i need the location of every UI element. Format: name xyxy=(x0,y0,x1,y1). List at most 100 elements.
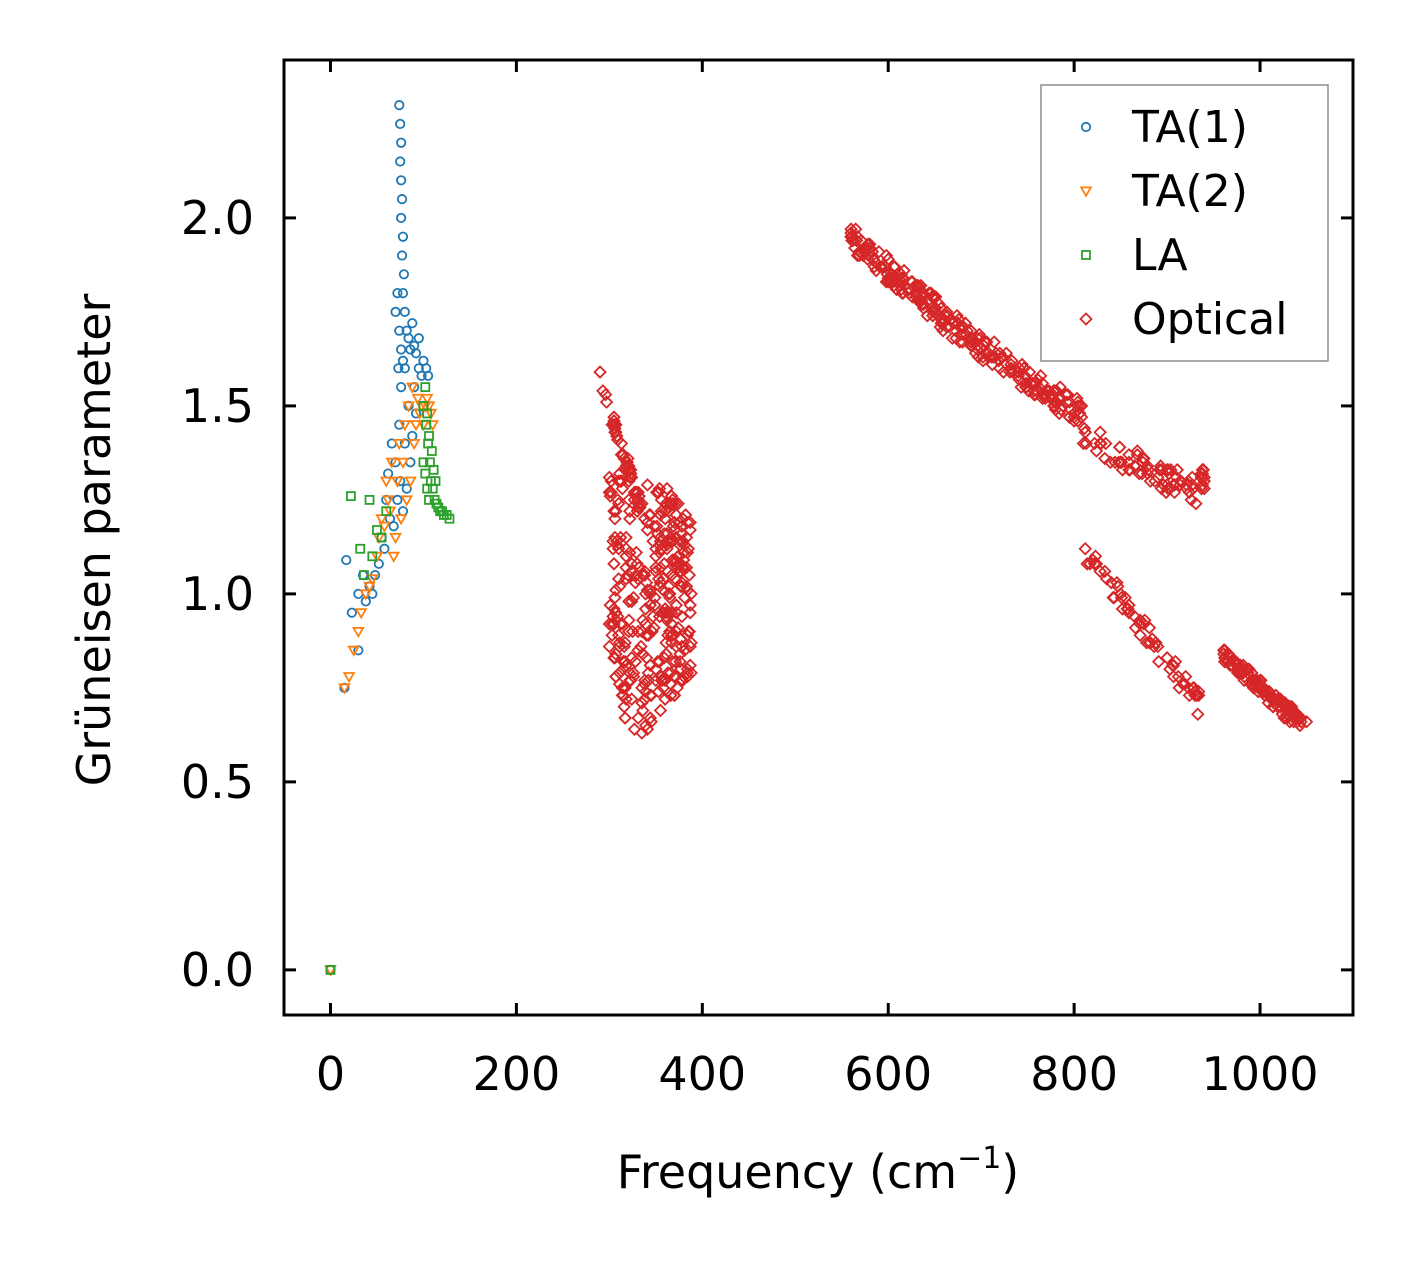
data-point xyxy=(638,617,653,631)
data-point xyxy=(641,628,656,643)
data-point xyxy=(669,605,684,620)
data-point xyxy=(653,530,668,545)
legend-entry: TA(2) xyxy=(1079,166,1248,217)
data-point xyxy=(657,651,671,665)
data-point xyxy=(1138,613,1152,627)
y-tick-label: 0.5 xyxy=(181,755,254,809)
data-point xyxy=(612,579,627,594)
data-point xyxy=(1054,402,1068,417)
data-point xyxy=(346,607,357,618)
data-point xyxy=(611,542,626,556)
data-point xyxy=(359,589,373,601)
data-point xyxy=(1077,421,1092,436)
data-point xyxy=(1256,684,1270,699)
data-point xyxy=(378,521,391,533)
data-point xyxy=(844,226,858,240)
data-point xyxy=(659,636,673,650)
data-point xyxy=(405,382,419,394)
data-point xyxy=(603,489,618,503)
data-point xyxy=(1149,636,1163,650)
data-point xyxy=(393,363,404,374)
data-point xyxy=(631,643,645,658)
data-point xyxy=(675,575,689,590)
data-point xyxy=(620,455,634,470)
data-point xyxy=(623,511,637,526)
data-point xyxy=(410,348,422,359)
legend-label: TA(2) xyxy=(1131,166,1248,217)
data-point xyxy=(395,156,406,167)
data-point xyxy=(649,673,663,688)
data-point xyxy=(359,570,369,580)
data-point xyxy=(622,613,636,627)
data-point xyxy=(398,420,412,432)
x-tick-label: 0 xyxy=(316,1047,345,1101)
data-point xyxy=(388,521,399,532)
data-point xyxy=(653,703,668,718)
data-point xyxy=(1054,391,1068,406)
data-point xyxy=(893,278,908,293)
data-point xyxy=(401,483,412,494)
data-point xyxy=(909,290,923,304)
data-point xyxy=(609,504,623,518)
data-point xyxy=(346,491,356,502)
data-point xyxy=(622,624,636,639)
data-point xyxy=(392,288,403,299)
legend-marker xyxy=(1081,250,1091,260)
data-point xyxy=(661,534,675,549)
data-point xyxy=(637,692,652,706)
data-point xyxy=(905,275,920,289)
data-point xyxy=(409,420,423,432)
data-point xyxy=(615,617,630,631)
data-point xyxy=(1004,357,1018,372)
x-axis-label-close: ) xyxy=(1001,1145,1019,1199)
data-point xyxy=(602,485,617,500)
data-point xyxy=(639,628,654,643)
x-tick-label: 800 xyxy=(1030,1047,1118,1101)
data-point xyxy=(1292,711,1306,725)
data-point xyxy=(1048,402,1063,417)
data-point xyxy=(873,260,887,274)
data-point xyxy=(1153,459,1168,473)
data-point xyxy=(651,684,666,699)
series-la xyxy=(325,382,455,975)
data-point xyxy=(666,519,681,533)
data-point xyxy=(673,534,687,549)
data-point xyxy=(399,363,410,374)
data-point xyxy=(407,439,421,451)
data-point xyxy=(624,594,639,609)
data-point xyxy=(1161,463,1175,477)
plot-frame xyxy=(282,58,1355,1017)
data-point xyxy=(1098,436,1113,451)
data-point xyxy=(593,365,607,379)
data-point xyxy=(632,560,646,575)
data-point xyxy=(913,278,928,293)
data-point xyxy=(670,681,684,695)
data-point xyxy=(1266,692,1280,706)
data-point xyxy=(1017,361,1031,376)
data-point xyxy=(1220,647,1235,661)
data-point xyxy=(381,495,395,507)
data-point xyxy=(607,602,621,616)
data-point xyxy=(659,605,673,620)
data-point xyxy=(638,602,653,616)
data-point xyxy=(1184,493,1199,507)
data-point xyxy=(629,545,644,560)
data-point xyxy=(1080,557,1094,571)
data-point xyxy=(956,320,971,334)
data-point xyxy=(1051,391,1066,406)
data-point xyxy=(662,587,677,601)
data-point xyxy=(869,263,883,278)
data-point xyxy=(602,639,617,654)
data-point xyxy=(649,662,663,676)
data-point xyxy=(1042,384,1056,398)
x-tick-label: 200 xyxy=(472,1047,560,1101)
data-point xyxy=(607,557,621,571)
data-point xyxy=(426,446,437,456)
data-point xyxy=(397,288,409,299)
data-point xyxy=(626,666,641,680)
data-point xyxy=(1078,542,1093,556)
y-tick-label: 1.0 xyxy=(181,567,254,621)
data-point xyxy=(652,545,667,560)
data-point xyxy=(1194,470,1209,485)
data-point xyxy=(619,572,633,586)
